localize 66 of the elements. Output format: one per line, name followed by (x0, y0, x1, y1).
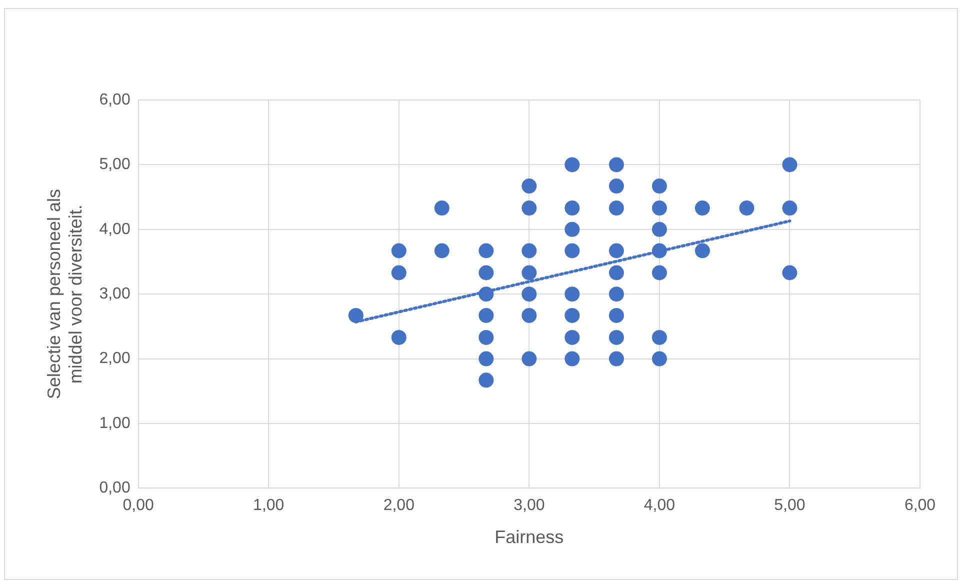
point (564, 157, 580, 172)
point (478, 243, 494, 258)
x-tick-label: 3,00 (514, 497, 545, 514)
point (391, 265, 406, 280)
point (652, 200, 667, 216)
point (522, 351, 537, 366)
point (434, 200, 450, 216)
point (652, 222, 667, 237)
point (608, 157, 624, 172)
point (608, 265, 624, 280)
point (391, 243, 406, 258)
y-tick-label: 0,00 (99, 480, 130, 497)
x-axis-title: Fairness (494, 527, 564, 548)
point (652, 243, 667, 258)
x-tick-label: 2,00 (383, 497, 415, 514)
point (782, 157, 798, 172)
point (694, 243, 710, 258)
point (522, 200, 537, 216)
point (478, 265, 494, 280)
point (564, 351, 580, 366)
point (478, 351, 494, 366)
point (564, 243, 580, 258)
y-tick-label: 3,00 (99, 286, 130, 303)
point (608, 308, 624, 323)
point (478, 372, 494, 388)
y-tick-label: 4,00 (99, 220, 130, 238)
point (478, 286, 494, 302)
point (652, 265, 667, 280)
point (564, 308, 580, 323)
y-tick-label: 5,00 (99, 156, 130, 174)
point (522, 265, 537, 280)
x-tick-label: 4,00 (644, 497, 676, 514)
point (564, 222, 580, 237)
point (564, 286, 580, 302)
point (608, 178, 624, 194)
point (564, 200, 580, 216)
point (694, 200, 710, 216)
point (522, 243, 537, 258)
point (652, 351, 667, 366)
point (391, 330, 406, 345)
point (608, 330, 624, 345)
point (782, 200, 798, 216)
point (652, 330, 667, 345)
point (608, 351, 624, 366)
x-tick-label: 0,00 (122, 497, 154, 514)
y-tick-label: 1,00 (99, 414, 130, 432)
point (434, 243, 450, 258)
point (564, 330, 580, 345)
point (608, 200, 624, 216)
point (522, 286, 537, 302)
point (739, 200, 754, 216)
x-tick-label: 1,00 (253, 497, 284, 514)
point (348, 308, 364, 323)
point (782, 265, 798, 280)
point (478, 330, 494, 345)
x-tick-label: 6,00 (904, 497, 936, 514)
point (522, 178, 537, 194)
y-axis-title: Selectie van personeel als middel voor diversiteit. (44, 189, 86, 400)
point (652, 178, 667, 194)
point (608, 286, 624, 302)
y-tick-label: 6,00 (99, 91, 130, 108)
point (522, 308, 537, 323)
x-tick-label: 5,00 (774, 497, 806, 514)
y-tick-label: 2,00 (99, 350, 130, 368)
point (478, 308, 494, 323)
point (608, 243, 624, 258)
